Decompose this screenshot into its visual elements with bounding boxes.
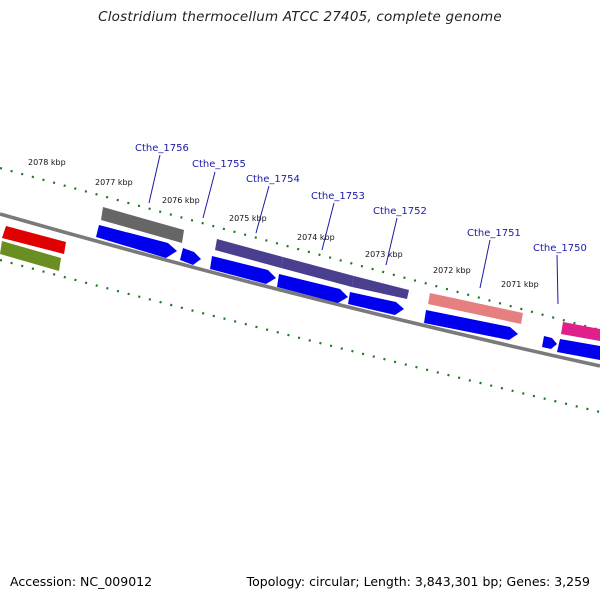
gene-label-1754[interactable]: Cthe_1754 — [246, 174, 300, 185]
gene-label-1752[interactable]: Cthe_1752 — [373, 206, 427, 217]
genome-backbone — [0, 212, 600, 368]
cds-1754 — [210, 256, 276, 284]
leader-1751 — [479, 239, 491, 289]
cds-small — [542, 336, 557, 349]
leader-1752 — [385, 217, 398, 266]
kbp-label-2074: 2074 kbp — [297, 233, 335, 242]
cds-1751 — [424, 310, 518, 340]
kbp-label-2071: 2071 kbp — [501, 280, 539, 289]
leader-1755 — [202, 171, 216, 219]
feature-purple-1753 — [281, 257, 354, 287]
gene-label-1751[interactable]: Cthe_1751 — [467, 228, 521, 239]
outer-tick-ring — [0, 166, 600, 332]
feature-purple-1752 — [352, 276, 409, 299]
genome-summary: Topology: circular; Length: 3,843,301 bp… — [246, 574, 590, 589]
feature-salmon-1751 — [428, 293, 523, 324]
leader-1750 — [556, 254, 559, 305]
kbp-label-2076: 2076 kbp — [162, 196, 200, 205]
cds-1755 — [180, 248, 201, 265]
accession-label: Accession: NC_009012 — [10, 574, 153, 589]
gene-label-1756[interactable]: Cthe_1756 — [135, 143, 189, 154]
gene-label-1753[interactable]: Cthe_1753 — [311, 191, 365, 202]
feature-red — [2, 226, 66, 254]
kbp-label-2077: 2077 kbp — [95, 178, 133, 187]
kbp-label-2075: 2075 kbp — [229, 214, 267, 223]
feature-olive — [0, 241, 61, 271]
feature-gray-1756 — [101, 207, 184, 243]
kbp-label-2078: 2078 kbp — [28, 158, 66, 167]
inner-tick-ring — [0, 258, 600, 414]
cds-1756 — [96, 225, 177, 258]
gene-label-1750[interactable]: Cthe_1750 — [533, 243, 587, 254]
leader-1754 — [255, 185, 270, 234]
feature-purple-1754 — [215, 239, 283, 268]
leader-1756 — [148, 154, 161, 204]
leader-1753 — [321, 202, 335, 251]
map-title: Clostridium thermocellum ATCC 27405, com… — [98, 9, 502, 25]
gene-label-1755[interactable]: Cthe_1755 — [192, 159, 246, 170]
cds-1752 — [348, 292, 404, 315]
cds-1753 — [277, 274, 348, 303]
feature-magenta-1750 — [561, 322, 600, 341]
kbp-label-2072: 2072 kbp — [433, 266, 471, 275]
cds-1750 — [557, 339, 600, 360]
kbp-label-2073: 2073 kbp — [365, 250, 403, 259]
